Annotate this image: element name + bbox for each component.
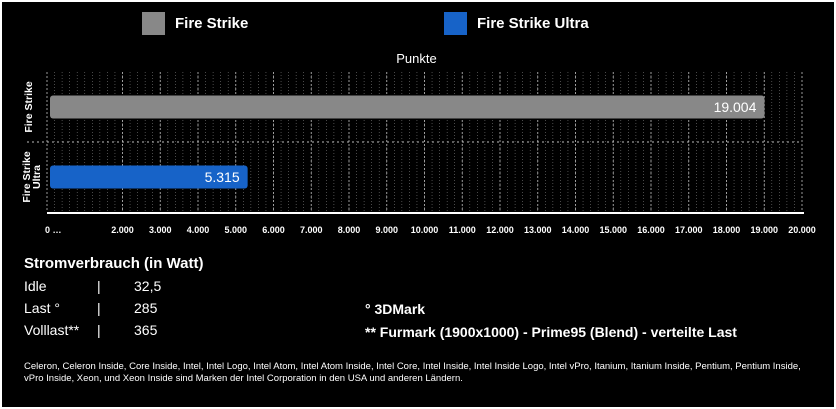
power-separator: | <box>97 300 101 316</box>
x-tick-label: 9.000 <box>375 225 398 235</box>
power-value: 32,5 <box>134 278 162 294</box>
bar-fire-strike <box>50 95 765 119</box>
category-label: Fire StrikeUltra <box>21 151 43 203</box>
legend-item-fire-strike: Fire Strike <box>142 12 248 35</box>
x-tick-label: 11.000 <box>449 225 476 235</box>
x-tick-label: 15.000 <box>599 225 627 235</box>
bar-value-label: 5.315 <box>205 169 240 185</box>
x-tick-label: 3.000 <box>149 225 172 235</box>
x-tick-label: 6.000 <box>262 225 285 235</box>
power-separator: | <box>97 278 101 294</box>
x-tick-label: 19.000 <box>750 225 778 235</box>
legend-swatch-fire-strike-ultra <box>444 12 467 35</box>
x-tick-label: 2.000 <box>111 225 134 235</box>
power-label: Volllast** <box>24 322 80 338</box>
power-separator: | <box>97 322 101 338</box>
x-tick-label: 0 … <box>45 225 62 235</box>
bar-value-label: 19.004 <box>714 99 757 115</box>
power-value: 285 <box>134 300 158 316</box>
x-tick-label: 8.000 <box>338 225 361 235</box>
x-tick-label: 13.000 <box>524 225 552 235</box>
x-tick-label: 5.000 <box>224 225 247 235</box>
x-tick-label: 4.000 <box>187 225 210 235</box>
category-label: Fire Strike <box>23 81 35 133</box>
legend-label-fire-strike: Fire Strike <box>175 15 249 32</box>
power-value: 365 <box>134 322 158 338</box>
x-tick-label: 7.000 <box>300 225 323 235</box>
x-tick-label: 18.000 <box>713 225 741 235</box>
legend-swatch-fire-strike <box>142 12 165 35</box>
legend-item-fire-strike-ultra: Fire Strike Ultra <box>444 12 589 35</box>
x-tick-label: 17.000 <box>675 225 703 235</box>
x-tick-label: 10.000 <box>411 225 439 235</box>
x-tick-label: 12.000 <box>486 225 514 235</box>
note-3dmark: ° 3DMark <box>365 301 426 317</box>
trademark-footer: Celeron, Celeron Inside, Core Inside, In… <box>24 361 801 384</box>
x-tick-label: 20.000 <box>788 225 816 235</box>
power-label: Idle <box>24 278 47 294</box>
bar-chart: Punkte 19.004 Fire Strike 5.315 Fire StrikeU… <box>21 51 816 235</box>
chart-title: Punkte <box>396 51 436 66</box>
bar-fire-strike-ultra <box>50 165 248 189</box>
power-label: Last ° <box>24 300 60 316</box>
legend-label-fire-strike-ultra: Fire Strike Ultra <box>477 15 589 32</box>
power-title: Stromverbrauch (in Watt) <box>24 255 204 272</box>
note-furmark: ** Furmark (1900x1000) - Prime95 (Blend)… <box>365 324 737 340</box>
x-tick-label: 16.000 <box>637 225 665 235</box>
x-tick-label: 14.000 <box>562 225 590 235</box>
